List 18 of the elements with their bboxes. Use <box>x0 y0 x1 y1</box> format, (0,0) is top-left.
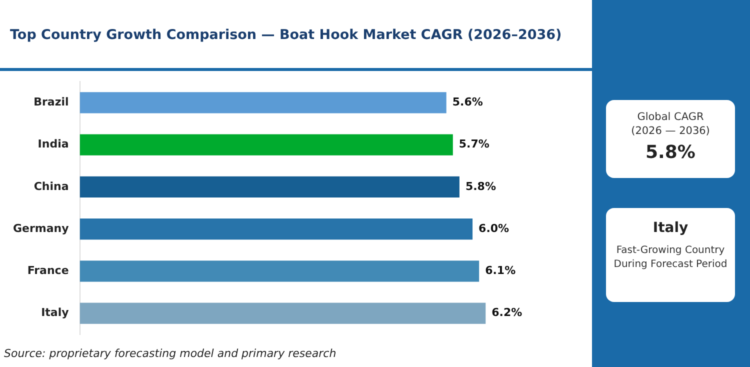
data-label: 5.6% <box>452 96 483 109</box>
source-note: Source: proprietary forecasting model and primary research <box>4 347 336 360</box>
y-tick-label: Germany <box>12 222 69 235</box>
data-label: 5.7% <box>458 138 490 151</box>
data-label: 6.0% <box>478 222 510 235</box>
text: Italy <box>652 220 690 236</box>
y-tick-label: France <box>27 264 69 278</box>
y-tick-label: Brazil <box>34 96 69 109</box>
chart-title: Top Country Growth Comparison — Boat Hook Market CAGR (2026–2036) <box>10 27 562 43</box>
data-label: 5.8% <box>465 180 496 193</box>
y-tick-label: India <box>38 138 69 151</box>
data-label: 6.2% <box>492 306 522 320</box>
data-label: 6.1% <box>485 264 516 278</box>
y-tick-label: China <box>34 180 69 193</box>
text: Fast-Growing Country During Forecast Period <box>612 244 728 272</box>
text: Global CAGR (2026 — 2036) <box>630 110 711 138</box>
text: 5.8% <box>644 142 696 164</box>
y-tick-label: Italy <box>41 306 69 320</box>
